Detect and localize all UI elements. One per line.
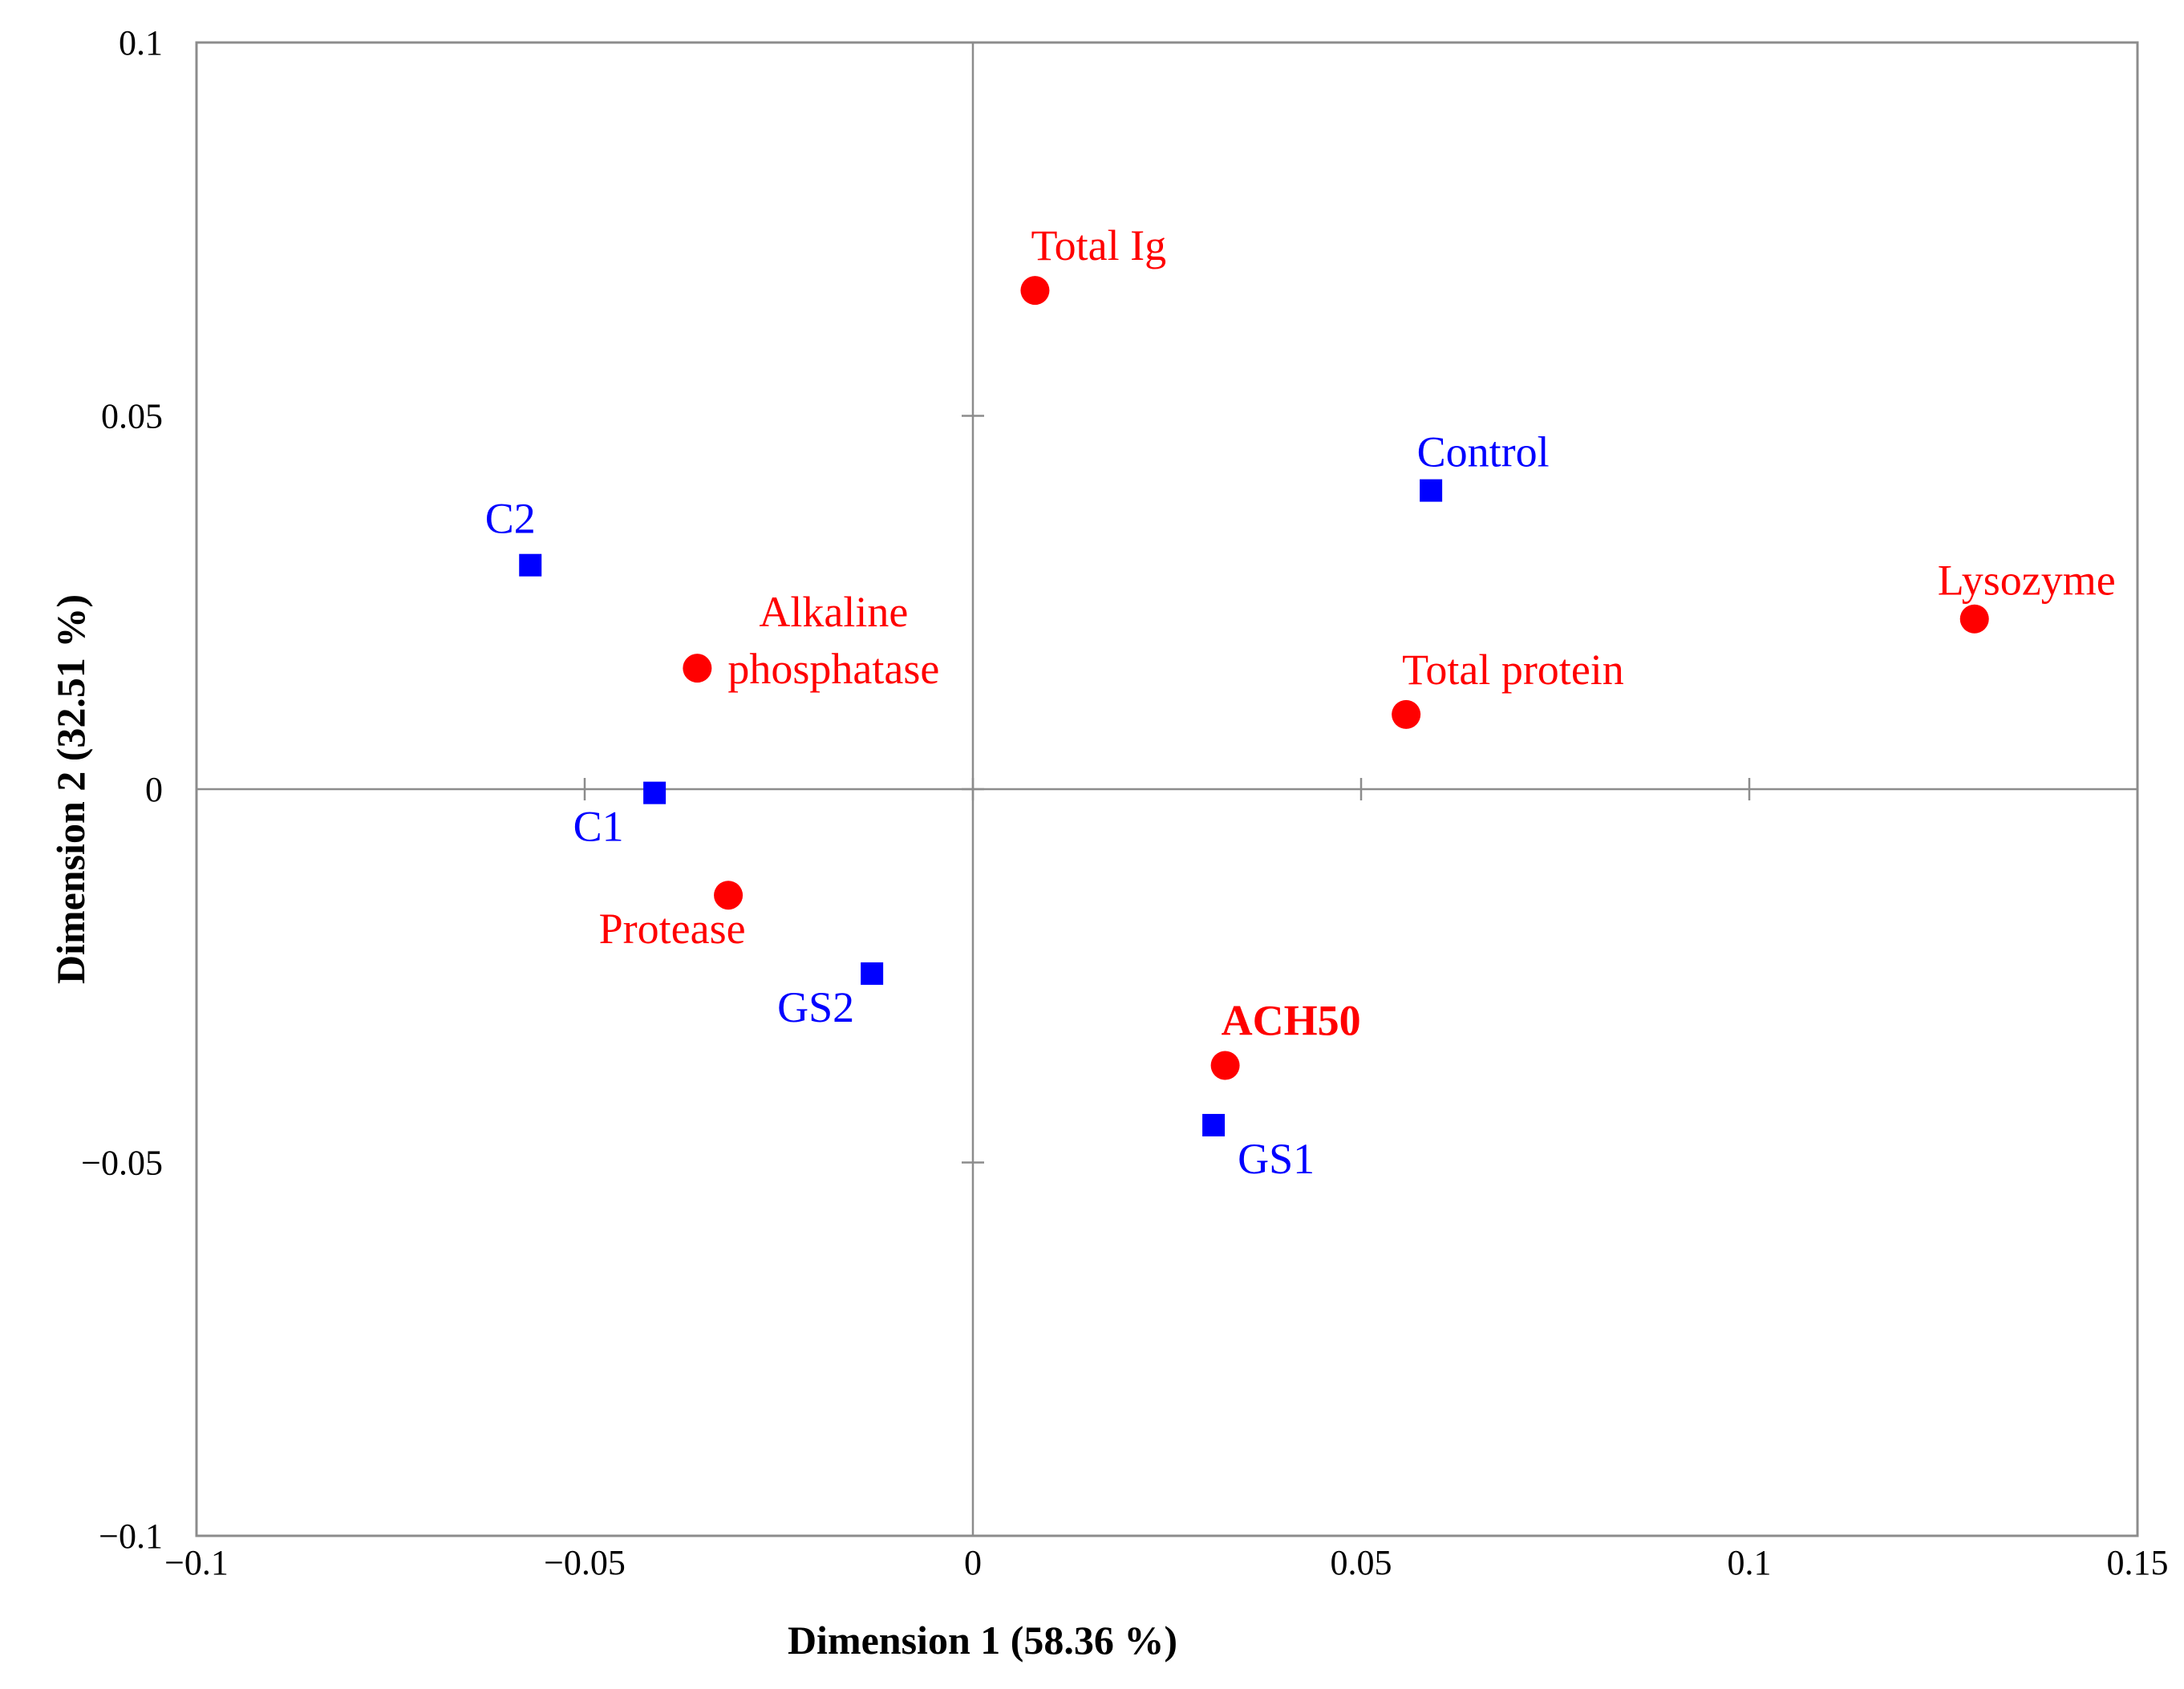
- label-total-ig: Total Ig: [1031, 221, 1166, 269]
- point-gs1: [1202, 1113, 1226, 1136]
- x-tick-label: 0: [964, 1543, 982, 1582]
- y-tick-label: 0.05: [101, 397, 163, 436]
- point-total-protein: [1392, 699, 1421, 729]
- label-lysozyme: Lysozyme: [1938, 557, 2116, 605]
- y-tick-label: 0: [145, 770, 163, 809]
- point-c2: [519, 553, 542, 577]
- point-control: [1420, 479, 1443, 502]
- y-tick-label: 0.1: [119, 23, 163, 63]
- point-protease: [714, 881, 744, 910]
- label-control: Control: [1417, 428, 1550, 476]
- x-tick-label: 0.15: [2107, 1543, 2169, 1582]
- point-total-ig: [1020, 276, 1050, 306]
- point-c1: [643, 781, 667, 804]
- y-axis-title: Dimension 2 (32.51 %): [48, 594, 93, 984]
- data-points: [519, 276, 1989, 1136]
- x-axis-ticks: −0.1 −0.05 0 0.05 0.1 0.15: [164, 778, 2169, 1582]
- x-axis-title: Dimension 1 (58.36 %): [788, 1618, 1177, 1663]
- point-alkaline-phosphatase: [683, 654, 712, 683]
- y-tick-label: −0.05: [81, 1144, 163, 1183]
- label-c2: C2: [485, 495, 536, 543]
- label-alkaline-phosphatase: phosphatase: [727, 645, 939, 693]
- label-alkaline-phosphatase: Alkaline: [759, 588, 908, 636]
- x-tick-label: 0.05: [1331, 1543, 1392, 1582]
- y-tick-label: −0.1: [99, 1517, 163, 1556]
- label-protease: Protease: [599, 905, 746, 953]
- y-axis-ticks: 0.1 0.05 0 −0.05 −0.1: [81, 23, 984, 1556]
- label-gs2: GS2: [777, 983, 854, 1031]
- point-ach50: [1210, 1051, 1240, 1080]
- label-gs1: GS1: [1238, 1135, 1315, 1183]
- x-tick-label: −0.1: [164, 1543, 229, 1582]
- point-lysozyme: [1959, 604, 1989, 634]
- point-gs2: [861, 962, 884, 985]
- point-labels: Control C2 C1 GS2 GS1 Total Ig Lysozyme Total p…: [485, 221, 2116, 1183]
- label-total-protein: Total protein: [1402, 646, 1624, 694]
- x-tick-label: −0.05: [544, 1543, 626, 1582]
- zero-axes: [197, 43, 2137, 1536]
- label-ach50: ACH50: [1222, 996, 1361, 1044]
- label-c1: C1: [573, 803, 624, 851]
- x-tick-label: 0.1: [1728, 1543, 1772, 1582]
